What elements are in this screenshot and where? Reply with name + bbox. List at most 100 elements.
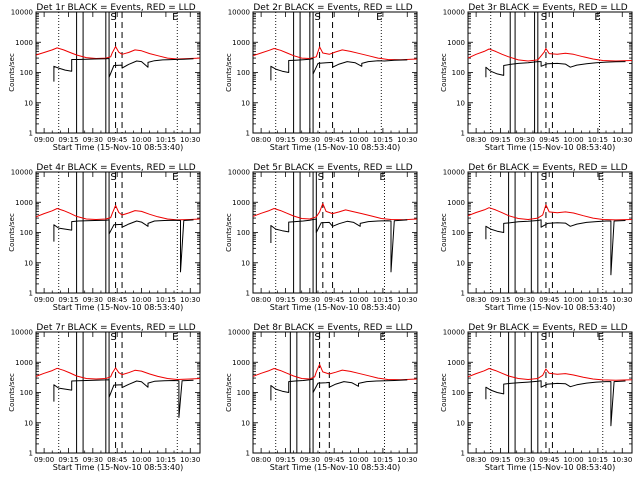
plot-frame xyxy=(252,331,418,454)
y-tick-label: 1 xyxy=(246,130,250,138)
y-tick-label: 100 xyxy=(452,69,465,77)
panel-title: Det 7r BLACK = Events, RED = LLD xyxy=(36,323,195,333)
y-tick-label: 10 xyxy=(456,99,465,107)
y-tick-label: 1000 xyxy=(15,199,33,207)
x-tick-label: 10:00 xyxy=(131,456,151,464)
marker-s: S xyxy=(541,332,547,343)
x-axis-label: Start Time (15-Nov-10 08:53:40) xyxy=(270,463,400,472)
y-tick-label: 1 xyxy=(29,450,33,458)
y-tick-label: 10000 xyxy=(11,9,33,17)
y-tick-label: 1 xyxy=(29,130,33,138)
y-tick-label: 10000 xyxy=(228,169,250,177)
panel-title: Det 9r BLACK = Events, RED = LLD xyxy=(468,323,627,333)
x-tick-label: 09:15 xyxy=(58,136,78,144)
x-tick-label: 09:30 xyxy=(83,296,103,304)
plot-frame xyxy=(467,171,633,294)
plot-frame xyxy=(467,331,633,454)
x-tick-label: 09:30 xyxy=(83,456,103,464)
marker-s: S xyxy=(314,12,320,23)
marker-s: S xyxy=(110,332,116,343)
y-tick-label: 1000 xyxy=(15,359,33,367)
events-series-line xyxy=(53,58,194,82)
y-tick-label: 100 xyxy=(20,229,33,237)
y-tick-label: 1 xyxy=(461,290,465,298)
x-axis-label: Start Time (15-Nov-10 08:53:40) xyxy=(485,143,615,152)
panel-2: 1 10 100 1000 10000 08:00 09:15 09:30 09:45 10:00… xyxy=(225,3,418,152)
x-tick-label: 08:45 xyxy=(107,456,127,464)
y-axis-label: Counts/sec xyxy=(8,373,16,412)
x-tick-label: 09:30 xyxy=(300,136,320,144)
x-tick-label: 09:45 xyxy=(539,456,559,464)
x-tick-label: 10:15 xyxy=(373,456,393,464)
y-tick-label: 100 xyxy=(20,389,33,397)
x-tick-label: 10:30 xyxy=(180,456,200,464)
y-tick-label: 10000 xyxy=(11,169,33,177)
x-tick-label: 10:30 xyxy=(397,136,417,144)
lld-series-line xyxy=(252,363,418,381)
panel-3: 1 10 100 1000 10000 08:30 09:15 09:30 09:45 10:00… xyxy=(440,3,633,152)
x-tick-label: 10:30 xyxy=(612,456,632,464)
x-tick-label: 08:30 xyxy=(466,456,486,464)
lld-series-line xyxy=(467,204,633,221)
x-tick-label: 09:30 xyxy=(83,136,103,144)
y-tick-label: 10 xyxy=(241,419,250,427)
x-tick-label: 09:45 xyxy=(107,136,127,144)
y-tick-label: 1000 xyxy=(15,39,33,47)
y-axis-label: Counts/sec xyxy=(440,373,448,412)
plot-frame xyxy=(35,171,201,294)
x-tick-label: 09:45 xyxy=(324,136,344,144)
lld-series-line xyxy=(252,46,418,61)
marker-s: S xyxy=(318,172,324,183)
y-tick-label: 1 xyxy=(246,290,250,298)
marker-e: E xyxy=(594,12,600,23)
events-series-line xyxy=(53,219,194,273)
panel-1: 1 10 100 1000 10000 09:00 09:15 09:30 09:45 10:00… xyxy=(8,3,201,152)
marker-e: E xyxy=(379,172,385,183)
x-tick-label: 10:15 xyxy=(588,296,608,304)
y-axis-label: Counts/sec xyxy=(225,53,233,92)
x-tick-label: 09:15 xyxy=(275,136,295,144)
x-axis-label: Start Time (15-Nov-10 08:53:40) xyxy=(485,303,615,312)
panel-title: Det 1r BLACK = Events, RED = LLD xyxy=(36,3,195,13)
marker-e: E xyxy=(376,12,382,23)
y-axis-label: Counts/sec xyxy=(225,373,233,412)
x-tick-label: 08:30 xyxy=(466,136,486,144)
x-tick-label: 09:45 xyxy=(539,296,559,304)
x-tick-label: 10:15 xyxy=(588,136,608,144)
x-tick-label: 08:00 xyxy=(251,456,271,464)
y-tick-label: 10 xyxy=(24,419,33,427)
x-tick-label: 10:15 xyxy=(373,136,393,144)
x-tick-label: 09:15 xyxy=(58,296,78,304)
y-tick-label: 1000 xyxy=(447,39,465,47)
y-tick-label: 10000 xyxy=(443,9,465,17)
marker-s: S xyxy=(110,172,116,183)
x-axis-label: Start Time (15-Nov-10 08:53:40) xyxy=(270,303,400,312)
panel-7: 1 10 100 1000 10000 09:00 09:15 09:30 08:45 10:00… xyxy=(8,323,201,472)
y-axis-label: Counts/sec xyxy=(8,213,16,252)
y-tick-label: 10 xyxy=(456,419,465,427)
x-tick-label: 09:45 xyxy=(539,136,559,144)
y-tick-label: 10000 xyxy=(443,169,465,177)
events-series-line xyxy=(53,379,194,418)
events-series-line xyxy=(485,219,626,276)
lld-series-line xyxy=(467,368,633,381)
plot-frame xyxy=(252,171,418,294)
events-series-line xyxy=(485,61,626,78)
panel-8: 1 10 100 1000 10000 08:00 09:15 09:30 09:45 10:00… xyxy=(225,323,418,472)
x-tick-label: 09:30 xyxy=(300,456,320,464)
panel-title: Det 5r BLACK = Events, RED = LLD xyxy=(253,163,412,173)
y-tick-label: 1000 xyxy=(232,39,250,47)
y-tick-label: 1 xyxy=(29,290,33,298)
lld-series-line xyxy=(35,205,201,221)
x-tick-label: 10:30 xyxy=(612,136,632,144)
y-tick-label: 100 xyxy=(452,229,465,237)
x-tick-label: 10:30 xyxy=(180,296,200,304)
events-series-line xyxy=(485,380,626,427)
panel-9: 1 10 100 1000 10000 08:30 09:15 09:30 09:45 10:00… xyxy=(440,323,633,472)
panel-5: 1 10 100 1000 10000 08:00 09:15 09:30 09:45 10:00… xyxy=(225,163,418,312)
y-axis-label: Counts/sec xyxy=(440,213,448,252)
x-tick-label: 10:00 xyxy=(563,456,583,464)
x-tick-label: 10:15 xyxy=(156,296,176,304)
x-tick-label: 08:00 xyxy=(251,296,271,304)
